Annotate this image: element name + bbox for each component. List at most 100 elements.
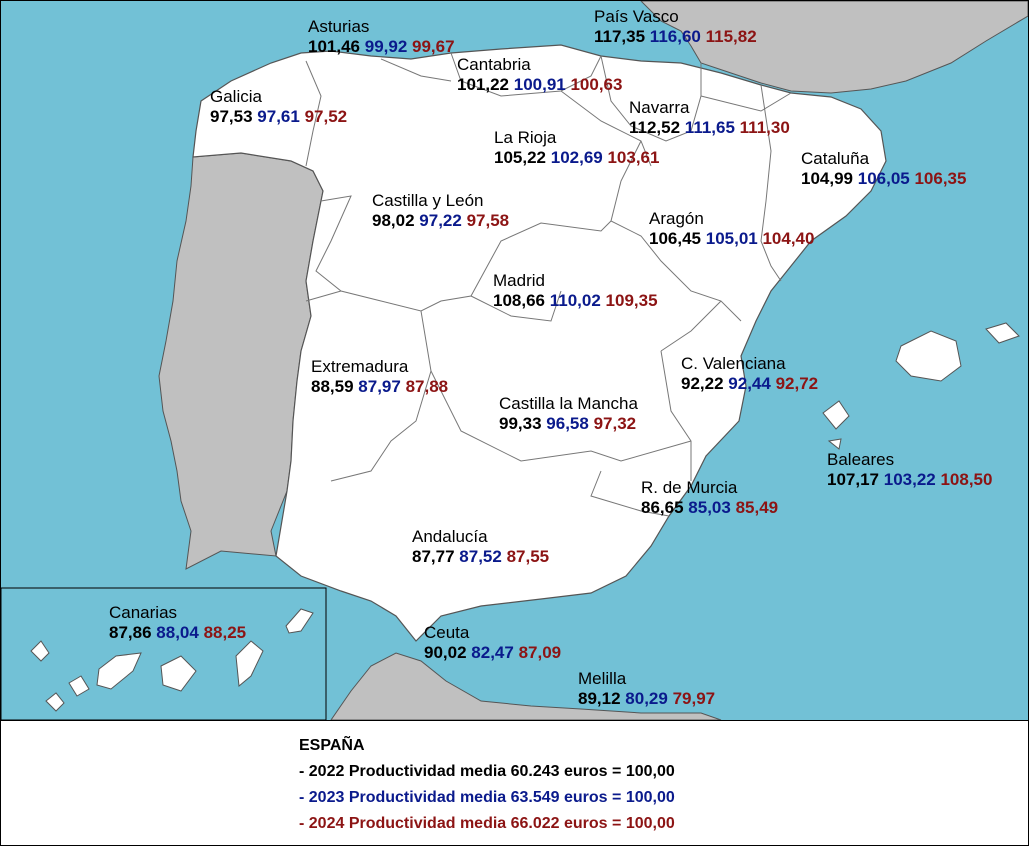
- value-2024: 85,49: [735, 498, 779, 517]
- value-2023: 111,65: [684, 118, 735, 137]
- region-label-aragon: Aragón 106,45 105,01 104,40: [649, 209, 814, 249]
- region-label-castilla-la-mancha: Castilla la Mancha 99,33 96,58 97,32: [499, 394, 638, 434]
- region-label-castilla-leon: Castilla y León 98,02 97,22 97,58: [372, 191, 509, 231]
- mallorca-land: [895, 330, 962, 382]
- value-2024: 97,32: [593, 414, 637, 433]
- region-label-canarias: Canarias 87,86 88,04 88,25: [109, 603, 246, 643]
- region-name: Galicia: [210, 87, 262, 106]
- legend-line-2022: - 2022 Productividad media 60.243 euros …: [299, 763, 675, 780]
- region-name: Extremadura: [311, 357, 409, 376]
- region-name: Aragón: [649, 209, 704, 228]
- value-2024: 111,30: [739, 118, 790, 137]
- value-2022: 86,65: [641, 498, 684, 517]
- region-label-extremadura: Extremadura 88,59 87,97 87,88: [311, 357, 448, 397]
- region-borders: [305, 52, 792, 517]
- value-2024: 97,58: [466, 211, 510, 230]
- value-2023: 85,03: [688, 498, 731, 517]
- value-2022: 112,52: [629, 118, 681, 137]
- value-2022: 104,99: [801, 169, 853, 188]
- region-label-baleares: Baleares 107,17 103,22 108,50: [827, 450, 992, 490]
- region-label-la-rioja: La Rioja 105,22 102,69 103,61: [494, 128, 659, 168]
- legend-line-2024: - 2024 Productividad media 66.022 euros …: [299, 815, 675, 832]
- value-2024: 99,67: [412, 37, 455, 56]
- region-label-ceuta: Ceuta 90,02 82,47 87,09: [424, 623, 561, 663]
- region-label-asturias: Asturias 101,46 99,92 99,67: [308, 17, 455, 57]
- region-name: Madrid: [493, 271, 545, 290]
- region-label-pais-vasco: País Vasco 117,35 116,60 115,82: [594, 7, 757, 47]
- value-2023: 87,52: [459, 547, 502, 566]
- value-2024: 109,35: [605, 291, 658, 310]
- value-2024: 100,63: [570, 75, 623, 94]
- value-2023: 99,92: [364, 37, 408, 56]
- value-2023: 97,61: [257, 107, 300, 126]
- canarias-islands: [30, 608, 314, 712]
- morocco-land: [330, 652, 722, 720]
- value-2023: 100,91: [513, 75, 566, 94]
- region-label-cantabria: Cantabria 101,22 100,91 100,63: [457, 55, 622, 95]
- formentera-land: [827, 438, 842, 450]
- value-2023: 103,22: [883, 470, 936, 489]
- legend-panel: ESPAÑA - 2022 Productividad media 60.243…: [1, 720, 1028, 845]
- value-2023: 105,01: [705, 229, 758, 248]
- region-label-andalucia: Andalucía 87,77 87,52 87,55: [412, 527, 549, 567]
- value-2024: 97,52: [304, 107, 348, 126]
- region-name: Cataluña: [801, 149, 870, 168]
- value-2023: 92,44: [728, 374, 771, 393]
- value-2023: 88,04: [156, 623, 199, 642]
- legend-line-2023: - 2023 Productividad media 63.549 euros …: [299, 789, 675, 806]
- value-2024: 87,88: [405, 377, 449, 396]
- region-label-navarra: Navarra 112,52 111,65 111,30: [629, 98, 790, 138]
- value-2023: 116,60: [649, 27, 701, 46]
- value-2022: 97,53: [210, 107, 253, 126]
- spain-mainland: [192, 44, 887, 642]
- value-2022: 87,86: [109, 623, 152, 642]
- value-2022: 99,33: [499, 414, 542, 433]
- region-name: C. Valenciana: [681, 354, 786, 373]
- value-2022: 117,35: [594, 27, 646, 46]
- region-name: Navarra: [629, 98, 690, 117]
- canarias-inset-frame: [1, 587, 327, 720]
- value-2023: 106,05: [857, 169, 910, 188]
- value-2022: 87,77: [412, 547, 455, 566]
- region-name: Castilla la Mancha: [499, 394, 638, 413]
- region-name: Cantabria: [457, 55, 531, 74]
- region-name: Asturias: [308, 17, 370, 36]
- value-2024: 115,82: [705, 27, 757, 46]
- value-2023: 80,29: [625, 689, 668, 708]
- menorca-land: [985, 322, 1020, 344]
- region-label-c-valenciana: C. Valenciana 92,22 92,44 92,72: [681, 354, 818, 394]
- value-2024: 87,55: [506, 547, 550, 566]
- region-label-murcia: R. de Murcia 86,65 85,03 85,49: [641, 478, 778, 518]
- region-name: Melilla: [578, 669, 627, 688]
- value-2024: 88,25: [203, 623, 247, 642]
- region-name: Castilla y León: [372, 191, 484, 210]
- value-2023: 87,97: [358, 377, 401, 396]
- spain-map: [1, 1, 1028, 720]
- value-2022: 108,66: [493, 291, 545, 310]
- region-name: Ceuta: [424, 623, 470, 642]
- value-2023: 110,02: [549, 291, 601, 310]
- value-2022: 101,22: [457, 75, 509, 94]
- value-2022: 92,22: [681, 374, 724, 393]
- value-2024: 106,35: [914, 169, 967, 188]
- value-2022: 88,59: [311, 377, 354, 396]
- value-2023: 102,69: [550, 148, 603, 167]
- legend-title: ESPAÑA: [299, 737, 365, 754]
- region-label-cataluna: Cataluña 104,99 106,05 106,35: [801, 149, 966, 189]
- region-name: País Vasco: [594, 7, 679, 26]
- value-2022: 101,46: [308, 37, 360, 56]
- region-label-madrid: Madrid 108,66 110,02 109,35: [493, 271, 658, 311]
- value-2024: 92,72: [775, 374, 819, 393]
- value-2022: 98,02: [372, 211, 415, 230]
- region-name: Andalucía: [412, 527, 488, 546]
- value-2022: 106,45: [649, 229, 701, 248]
- value-2023: 96,58: [546, 414, 589, 433]
- ibiza-land: [822, 400, 850, 430]
- value-2024: 103,61: [607, 148, 660, 167]
- value-2024: 87,09: [518, 643, 562, 662]
- value-2022: 89,12: [578, 689, 621, 708]
- value-2024: 104,40: [762, 229, 815, 248]
- value-2022: 90,02: [424, 643, 467, 662]
- region-label-galicia: Galicia 97,53 97,61 97,52: [210, 87, 347, 127]
- region-name: La Rioja: [494, 128, 557, 147]
